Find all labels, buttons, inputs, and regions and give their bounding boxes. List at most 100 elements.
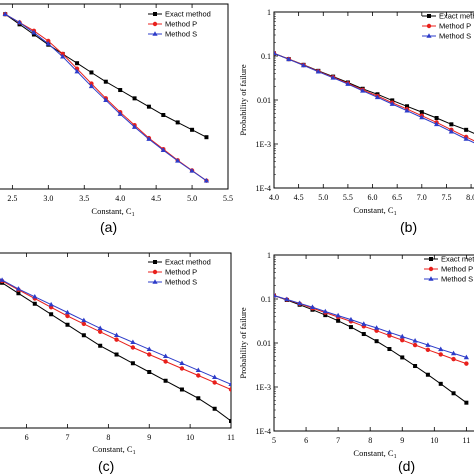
data-point [195, 367, 201, 373]
data-point [64, 309, 71, 315]
data-point [433, 121, 440, 127]
x-tick-label-a: 2.5 [7, 194, 17, 203]
legend-marker [152, 269, 158, 275]
x-tick-label-d: 11 [463, 436, 471, 445]
legend-label: Method S [439, 32, 471, 41]
x-tick-label-c: 8 [106, 433, 110, 442]
y-tick-label-d: 1E-3 [255, 383, 271, 392]
x-tick-label-a: 4.0 [115, 194, 125, 203]
data-point [438, 381, 443, 386]
y-tick-label-d: 0.01 [257, 339, 271, 348]
data-point [464, 361, 469, 366]
data-point [113, 332, 120, 338]
data-point [330, 74, 336, 80]
x-tick-label-d: 6 [304, 436, 308, 445]
data-point [212, 406, 217, 411]
data-point [464, 400, 469, 405]
data-point [89, 70, 94, 75]
data-point [425, 347, 431, 353]
legend-label: Method P [439, 22, 471, 31]
data-point [387, 347, 392, 352]
y-tick-label-b: 0.01 [257, 96, 271, 105]
data-point [399, 333, 405, 339]
data-point [322, 308, 328, 314]
legend-marker [152, 21, 158, 27]
data-point [413, 364, 418, 369]
data-point [97, 325, 103, 331]
plot-frame-a [0, 3, 229, 190]
x-tick-label-b: 6.0 [368, 193, 378, 202]
data-point [179, 387, 184, 392]
data-point [228, 381, 231, 387]
data-point [179, 366, 185, 371]
x-tick-label-b: 8.0 [466, 193, 474, 202]
data-point [2, 11, 8, 16]
legend-label: Method S [441, 275, 473, 284]
x-tick-label-d: 5 [272, 436, 276, 445]
x-tick-label-a: 4.5 [151, 194, 161, 203]
data-point [374, 94, 381, 100]
x-tick-label-c: 7 [65, 433, 69, 442]
data-point [405, 104, 410, 109]
data-point [404, 107, 410, 113]
data-point [118, 88, 123, 93]
series-b [274, 50, 474, 144]
plot-frame-c [0, 252, 232, 429]
data-point [438, 352, 443, 357]
x-tick-label-b: 5.5 [343, 193, 353, 202]
x-tick-label-a: 5.0 [187, 194, 197, 203]
x-axis-label-d: Constant, C1 [353, 448, 396, 460]
data-point [374, 339, 379, 344]
data-point [374, 325, 380, 330]
series-d [274, 292, 469, 405]
data-point [81, 321, 87, 327]
data-point [88, 83, 95, 89]
data-point [130, 345, 136, 350]
series-line-exact-method [0, 280, 231, 422]
data-point [75, 61, 80, 66]
legend-marker [426, 33, 432, 38]
data-point [335, 312, 341, 318]
x-tick-label-b: 6.5 [392, 193, 402, 202]
data-point [203, 177, 210, 183]
data-point [309, 304, 316, 310]
legend-label: Method P [441, 265, 473, 274]
data-point [400, 337, 405, 343]
data-point [103, 97, 109, 102]
data-point [163, 378, 168, 383]
data-point [284, 296, 290, 302]
data-point [114, 337, 119, 342]
data-point [163, 359, 168, 364]
data-point [425, 342, 431, 347]
data-point [131, 124, 138, 129]
legend-label: Exact method [439, 12, 474, 21]
data-point [463, 136, 469, 141]
y-axis-label-b: Probability of failure [238, 64, 248, 136]
data-point [212, 380, 217, 385]
data-point [228, 387, 231, 392]
x-tick-label-b: 5.0 [318, 193, 328, 202]
data-point [434, 115, 439, 120]
data-point [229, 419, 231, 423]
data-point [189, 168, 195, 173]
legend-label: Method P [165, 20, 197, 29]
data-point [147, 370, 152, 374]
data-point [74, 68, 80, 74]
data-point [16, 19, 23, 25]
data-point [65, 313, 70, 319]
legend-marker [428, 276, 434, 281]
data-point [146, 346, 152, 352]
y-tick-label-b: 1 [267, 8, 271, 17]
data-point [130, 339, 136, 345]
data-point [32, 293, 38, 299]
data-point [450, 350, 457, 356]
data-point [179, 360, 185, 366]
data-point [348, 316, 354, 322]
data-point [438, 346, 444, 352]
data-point [60, 53, 66, 59]
x-tick-label-c: 9 [147, 433, 151, 442]
data-point [336, 318, 341, 323]
data-point [162, 353, 169, 359]
data-point [31, 32, 36, 37]
